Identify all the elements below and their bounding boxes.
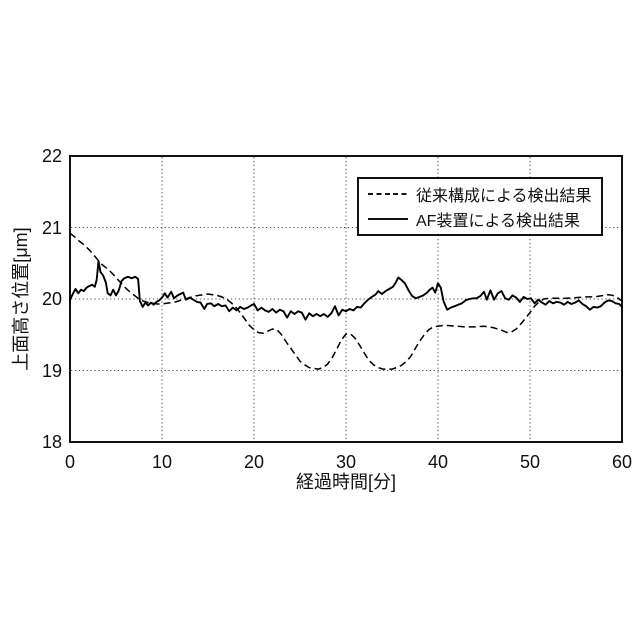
x-tick-label: 0 xyxy=(64,452,75,472)
x-tick-label: 40 xyxy=(427,452,449,472)
y-tick-label: 19 xyxy=(41,360,62,381)
x-tick-label: 60 xyxy=(611,452,633,472)
y-tick-label: 20 xyxy=(41,289,62,309)
legend-item-af-device: AF装置による検出結果 xyxy=(368,207,601,232)
solid-line-sample-icon xyxy=(368,218,408,220)
dashed-line-sample-icon xyxy=(368,193,408,195)
x-tick-label: 30 xyxy=(335,452,357,472)
legend-label-af-device: AF装置による検出結果 xyxy=(416,213,580,230)
x-tick-label: 50 xyxy=(519,452,541,472)
y-tick-label: 22 xyxy=(41,146,62,166)
legend-item-conventional: 従来構成による検出結果 xyxy=(368,182,601,207)
y-tick-label: 18 xyxy=(41,432,62,452)
x-axis-title: 経過時間[分] xyxy=(295,472,396,492)
x-tick-label: 10 xyxy=(151,452,173,472)
x-tick-label: 20 xyxy=(243,452,265,472)
legend-label-conventional: 従来構成による検出結果 xyxy=(416,188,592,205)
legend: 従来構成による検出結果 AF装置による検出結果 xyxy=(357,177,603,236)
y-tick-label: 21 xyxy=(41,217,62,238)
